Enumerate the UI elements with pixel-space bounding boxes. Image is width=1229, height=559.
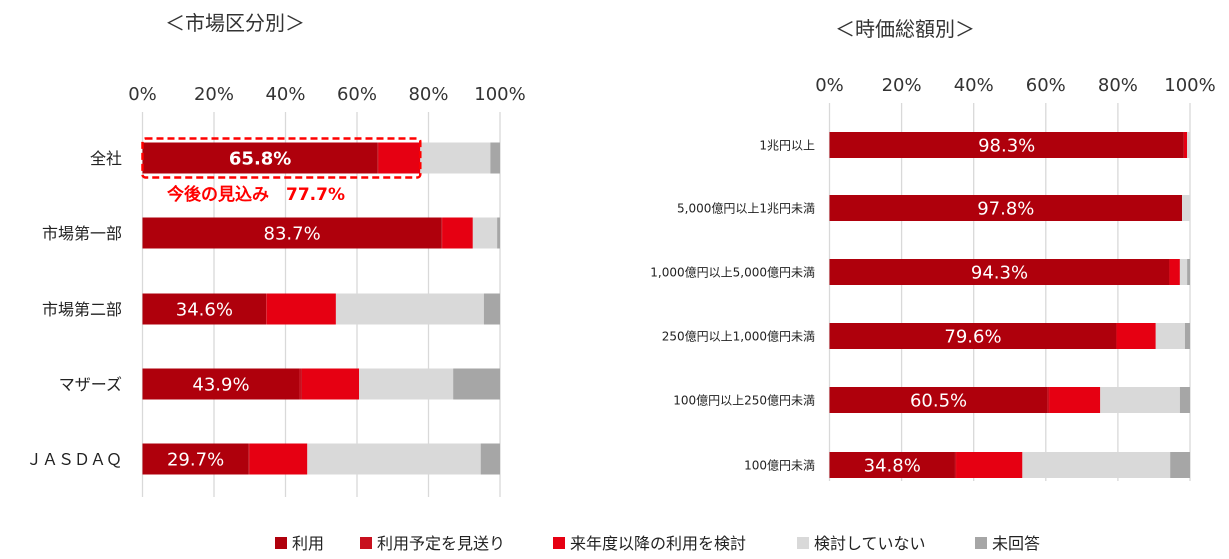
category-label: 100億円未満: [744, 458, 815, 472]
bar-segment-来年度以降の利用を検討: [301, 368, 360, 400]
bar-segment-利用: [829, 452, 955, 478]
x-tick-label: 0%: [128, 84, 157, 105]
legend-swatch: [553, 537, 565, 549]
category-label: 市場第二部: [42, 300, 122, 319]
category-label: 100億円以上250億円未満: [673, 393, 815, 407]
legend: 利用 利用予定を見送り 来年度以降の利用を検討 検討していない 未回答: [275, 534, 1040, 553]
bar-segment-利用: [829, 132, 1184, 158]
data-label: 60.5%: [910, 390, 967, 411]
bar-segment-検討していない: [1155, 323, 1185, 349]
legend-label: 利用予定を見送り: [377, 534, 505, 553]
category-label: 市場第一部: [42, 224, 122, 243]
bar-segment-未回答: [480, 443, 500, 475]
legend-swatch: [797, 537, 809, 549]
bar-segment-来年度以降の利用を検討: [266, 293, 336, 325]
bar-segment-未回答: [483, 293, 500, 325]
data-label: 98.3%: [978, 135, 1035, 156]
legend-label: 検討していない: [814, 534, 926, 553]
category-label: ＪＡＳＤＡＱ: [26, 450, 122, 469]
bar-segment-利用予定を見送り: [377, 142, 379, 174]
x-tick-label: 80%: [1098, 75, 1138, 96]
bar-segment-未回答: [1179, 387, 1190, 413]
bar-segment-利用: [142, 443, 249, 475]
x-tick-label: 40%: [265, 84, 305, 105]
legend-swatch: [275, 537, 287, 549]
bar-segment-利用: [829, 259, 1170, 285]
legend-label: 未回答: [992, 534, 1040, 553]
bar-segment-利用予定を見送り: [954, 452, 957, 478]
bar-segment-利用: [829, 387, 1048, 413]
x-tick-label: 100%: [1164, 75, 1215, 96]
annotation-box: [141, 137, 422, 179]
category-label: 1兆円以上: [759, 138, 815, 152]
data-label: 34.6%: [176, 299, 233, 320]
chart-1: ＜市場区分別＞ 0% 20% 40% 60% 80% 100% 全社 65.8% 市場第一部 83.…: [26, 11, 526, 497]
bar-segment-利用: [829, 323, 1117, 349]
category-label: マザーズ: [59, 375, 122, 394]
annotation-text: 今後の見込み 77.7%: [167, 184, 345, 205]
bar-segment-検討していない: [1179, 259, 1188, 285]
x-tick-label: 20%: [882, 75, 922, 96]
x-tick-label: 80%: [408, 84, 448, 105]
bar-segment-検討していない: [307, 443, 481, 475]
bar-segment-利用予定を見送り: [248, 443, 250, 475]
category-label: 250億円以上1,000億円未満: [662, 329, 815, 343]
category-label: 1,000億円以上5,000億円未満: [650, 265, 815, 279]
bar-segment-未回答: [490, 142, 500, 174]
bar-segment-利用予定を見送り: [299, 368, 302, 400]
bar-segment-利用: [829, 195, 1183, 221]
data-label: 97.8%: [977, 198, 1034, 219]
bar-segment-来年度以降の利用を検討: [1183, 132, 1188, 158]
bar-segment-未回答: [1187, 259, 1190, 285]
chart-2: ＜時価総額別＞ 0% 20% 40% 60% 80% 100% 1兆円以上 98.3% 5,000…: [650, 17, 1216, 481]
legend-swatch: [360, 537, 372, 549]
bar-segment-検討していない: [359, 368, 454, 400]
bar-segment-検討していない: [420, 142, 491, 174]
bar-segment-来年度以降の利用を検討: [1116, 323, 1156, 349]
bar-segment-未回答: [453, 368, 500, 400]
bar-segment-来年度以降の利用を検討: [1049, 387, 1101, 413]
bar-segment-検討していない: [335, 293, 484, 325]
bar-segment-来年度以降の利用を検討: [378, 142, 421, 174]
data-label: 43.9%: [192, 374, 249, 395]
chart-title: ＜時価総額別＞: [835, 17, 975, 41]
bar-segment-未回答: [1170, 452, 1190, 478]
data-label: 65.8%: [229, 148, 291, 169]
bar-segment-未回答: [497, 217, 500, 249]
legend-label: 利用: [292, 534, 324, 553]
bar-segment-検討していない: [1100, 387, 1180, 413]
x-tick-label: 40%: [954, 75, 994, 96]
bar-segment-検討していない: [1022, 452, 1171, 478]
bar-segment-利用: [142, 217, 442, 249]
x-tick-label: 100%: [474, 84, 525, 105]
data-label: 34.8%: [864, 455, 921, 476]
bar-segment-来年度以降の利用を検討: [442, 217, 473, 249]
bar-segment-検討していない: [1187, 132, 1190, 158]
category-label: 5,000億円以上1兆円未満: [677, 201, 815, 215]
x-tick-label: 60%: [337, 84, 377, 105]
data-label: 94.3%: [971, 262, 1028, 283]
bar-segment-来年度以降の利用を検討: [1169, 259, 1180, 285]
bar-segment-利用予定を見送り: [1047, 387, 1050, 413]
bar-segment-来年度以降の利用を検討: [956, 452, 1023, 478]
chart-title: ＜市場区分別＞: [165, 11, 305, 35]
bar-segment-利用: [142, 142, 378, 174]
legend-label: 来年度以降の利用を検討: [570, 534, 746, 553]
bar-segment-検討していない: [472, 217, 498, 249]
category-label: 全社: [90, 149, 122, 168]
bar-segment-未回答: [1184, 323, 1190, 349]
bar-segment-利用: [142, 368, 300, 400]
x-tick-label: 60%: [1026, 75, 1066, 96]
data-label: 79.6%: [944, 326, 1001, 347]
x-tick-label: 20%: [194, 84, 234, 105]
bar-segment-来年度以降の利用を検討: [249, 443, 308, 475]
legend-swatch: [975, 537, 987, 549]
bar-segment-検討していない: [1182, 195, 1190, 221]
x-tick-label: 0%: [815, 75, 844, 96]
data-label: 29.7%: [167, 449, 224, 470]
data-label: 83.7%: [264, 223, 321, 244]
bar-segment-利用: [142, 293, 267, 325]
